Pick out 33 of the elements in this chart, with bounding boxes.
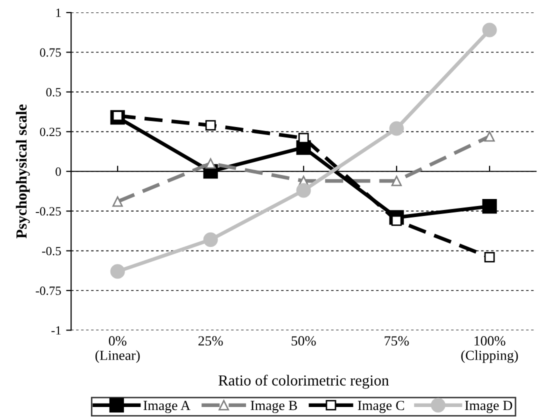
point [110,264,125,279]
point [484,252,495,262]
y-tick-label: -0.5 [42,246,61,256]
point [298,132,309,144]
point [482,22,497,38]
x-axis-title: Ratio of colorimetric region [218,374,389,389]
point [205,158,216,169]
point [391,176,402,186]
y-tick-label: 1 [56,8,61,17]
x-tick-label: 0% (Linear) [95,336,140,363]
y-tick-label: -1 [51,326,61,335]
legend-label: Image D [465,400,512,414]
x-tick-label: 100% (Clipping) [461,336,518,363]
y-tick-label: 0.25 [40,128,61,136]
y-axis-title: Psychophysical scale [16,104,30,238]
x-tick-label: 50% [292,336,316,346]
point [484,131,495,142]
point [112,196,123,207]
legend-label: Image A [144,400,190,414]
point [203,232,218,247]
y-tick-label: 0.5 [46,88,61,96]
legend-label: Image C [358,400,404,414]
point [205,120,216,131]
y-tick-label: -0.75 [36,286,61,296]
point [482,199,497,214]
point [389,121,404,136]
legend-label: Image B [250,400,297,414]
point [296,183,311,198]
y-tick-label: -0.25 [36,207,61,216]
y-tick-label: 0 [56,167,61,176]
y-tick-label: 0.75 [40,48,61,57]
x-tick-label: 25% [198,336,223,346]
x-tick-label: 75% [384,336,409,346]
